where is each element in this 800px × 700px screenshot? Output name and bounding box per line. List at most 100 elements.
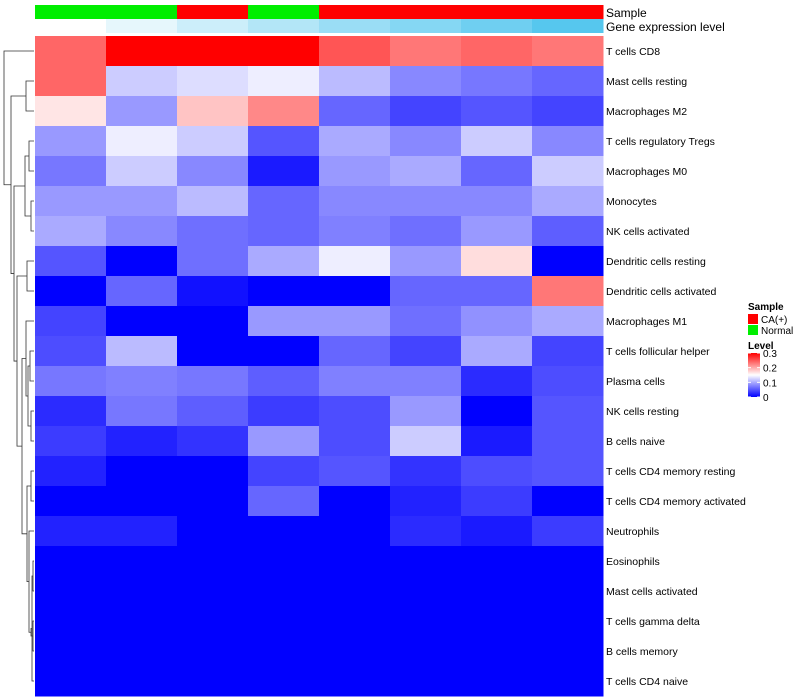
heatmap-cell: [248, 156, 320, 187]
heatmap-cell: [106, 486, 178, 517]
heatmap-cell: [177, 156, 249, 187]
heatmap-cell: [461, 156, 533, 187]
heatmap-cell: [106, 546, 178, 577]
heatmap-cell: [35, 336, 107, 367]
heatmap-cell: [461, 396, 533, 427]
dendrogram-branch: [10, 95, 26, 274]
heatmap-cell: [106, 96, 178, 127]
heatmap-cell: [390, 156, 462, 187]
gene-expression-cell: [35, 19, 107, 33]
row-dendrogram: [3, 50, 34, 682]
heatmap-cell: [35, 96, 107, 127]
heatmap-cell: [106, 576, 178, 607]
heatmap-cell: [532, 546, 604, 577]
heatmap-cell: [390, 186, 462, 217]
row-label: Dendritic cells resting: [606, 256, 706, 268]
heatmap-cell: [35, 66, 107, 97]
heatmap-cell: [35, 156, 107, 187]
heatmap-cell: [461, 666, 533, 697]
heatmap-cell: [177, 186, 249, 217]
heatmap-cell: [35, 666, 107, 697]
heatmap-cell: [532, 456, 604, 487]
heatmap-cells: [35, 36, 604, 697]
heatmap-cell: [35, 516, 107, 547]
heatmap-cell: [461, 426, 533, 457]
heatmap-cell: [177, 516, 249, 547]
heatmap-cell: [177, 426, 249, 457]
dendrogram-branch: [27, 365, 31, 427]
heatmap-cell: [248, 36, 320, 67]
heatmap-cell: [390, 636, 462, 667]
heatmap-cell: [461, 546, 533, 577]
heatmap-cell: [461, 306, 533, 337]
heatmap-cell: [532, 96, 604, 127]
sample-annotation-cell: [390, 5, 462, 19]
heatmap-cell: [35, 396, 107, 427]
heatmap-cell: [106, 456, 178, 487]
heatmap-cell: [248, 96, 320, 127]
heatmap-cell: [390, 246, 462, 277]
gene-expression-cell: [390, 19, 462, 33]
heatmap-cell: [248, 66, 320, 97]
heatmap-cell: [319, 486, 391, 517]
heatmap-cell: [177, 276, 249, 307]
row-label: T cells CD4 memory activated: [606, 496, 746, 508]
heatmap-cell: [461, 336, 533, 367]
heatmap-cell: [35, 36, 107, 67]
heatmap-cell: [390, 516, 462, 547]
heatmap-cell: [248, 216, 320, 247]
heatmap-cell: [35, 486, 107, 517]
heatmap-cell: [532, 396, 604, 427]
heatmap-cell: [461, 366, 533, 397]
heatmap-cell: [319, 96, 391, 127]
sample-annotation-bar: [35, 5, 604, 19]
heatmap-cell: [35, 546, 107, 577]
heatmap-cell: [390, 606, 462, 637]
heatmap-cell: [248, 606, 320, 637]
heatmap-cell: [35, 186, 107, 217]
heatmap-cell: [248, 456, 320, 487]
dendrogram-branch: [30, 200, 34, 232]
heatmap-cell: [248, 276, 320, 307]
heatmap-cell: [177, 486, 249, 517]
heatmap-cell: [319, 186, 391, 217]
row-label: Macrophages M2: [606, 106, 687, 118]
heatmap-cell: [248, 246, 320, 277]
row-label: T cells regulatory Tregs: [606, 136, 715, 148]
legend-swatch-ca: [748, 314, 758, 324]
sample-annotation-cell: [177, 5, 249, 19]
heatmap-cell: [461, 516, 533, 547]
level-tick-label: 0.3: [763, 349, 777, 360]
level-tick-label: 0.2: [763, 364, 777, 375]
heatmap-cell: [177, 366, 249, 397]
sample-annotation-cell: [35, 5, 107, 19]
row-label: Monocytes: [606, 196, 657, 208]
gene-expression-cell: [461, 19, 533, 33]
heatmap-cell: [532, 126, 604, 157]
heatmap-cell: [106, 366, 178, 397]
heatmap-cell: [35, 216, 107, 247]
row-label: Dendritic cells activated: [606, 286, 716, 298]
heatmap-cell: [532, 516, 604, 547]
heatmap-cell: [390, 366, 462, 397]
heatmap-cell: [248, 426, 320, 457]
heatmap-cell: [319, 156, 391, 187]
sample-annotation-cell: [106, 5, 178, 19]
sample-annotation-cell: [532, 5, 604, 19]
row-label: Plasma cells: [606, 376, 665, 388]
gene-expression-cell: [532, 19, 604, 33]
heatmap-cell: [248, 636, 320, 667]
heatmap-cell: [319, 576, 391, 607]
heatmap-cell: [248, 336, 320, 367]
legend-level-title: Level: [748, 341, 774, 352]
row-label: T cells CD4 memory resting: [606, 466, 735, 478]
heatmap-cell: [248, 366, 320, 397]
heatmap-cell: [319, 636, 391, 667]
heatmap-cell: [248, 306, 320, 337]
heatmap-cell: [390, 486, 462, 517]
heatmap-cell: [177, 36, 249, 67]
heatmap-cell: [532, 306, 604, 337]
row-label: NK cells activated: [606, 226, 690, 238]
heatmap-cell: [390, 126, 462, 157]
